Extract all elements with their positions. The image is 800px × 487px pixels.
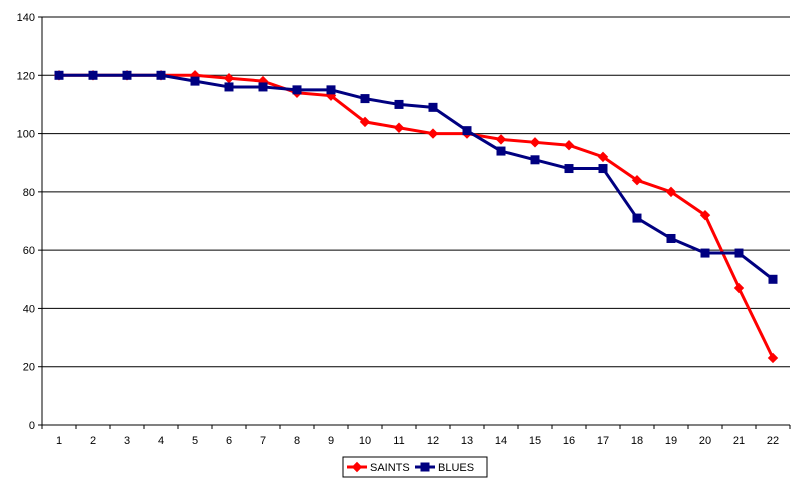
legend-marker (351, 461, 363, 473)
x-tick-label: 14 (495, 435, 507, 447)
series-saints (53, 70, 779, 364)
x-tick-label: 21 (733, 435, 745, 447)
data-point-blues (394, 99, 404, 109)
data-point-blues (224, 82, 234, 92)
x-tick-label: 9 (328, 435, 334, 447)
data-point-blues (768, 274, 778, 284)
data-point-blues (700, 248, 710, 258)
axes (38, 16, 791, 429)
data-point-blues (666, 233, 676, 243)
data-point-blues (428, 102, 438, 112)
y-tick-label: 20 (23, 362, 35, 374)
x-tick-label: 16 (563, 435, 575, 447)
legend-label: SAINTS (370, 462, 410, 474)
data-point-blues (734, 248, 744, 258)
x-tick-label: 18 (631, 435, 643, 447)
x-tick-label: 15 (529, 435, 541, 447)
series-line-saints (59, 73, 775, 359)
legend: SAINTS BLUES (342, 456, 488, 478)
y-tick-label: 40 (23, 303, 35, 315)
x-tick-label: 4 (158, 435, 164, 447)
data-point-blues (564, 164, 574, 174)
data-point-saints (767, 352, 779, 364)
data-point-blues (326, 85, 336, 95)
x-tick-label: 8 (294, 435, 300, 447)
data-point-blues (292, 85, 302, 95)
series-blues (54, 70, 778, 284)
data-point-saints (529, 137, 541, 148)
data-point-blues (598, 164, 608, 174)
data-point-saints (699, 209, 711, 221)
x-tick-label: 1 (56, 435, 62, 447)
x-tick-label: 3 (124, 435, 130, 447)
x-tick-label: 13 (461, 435, 473, 447)
data-point-saints (563, 140, 575, 151)
legend-marker (420, 462, 430, 472)
y-tick-labels: 0 20 40 60 80 100 120 140 (17, 12, 35, 432)
x-tick-label: 20 (699, 435, 711, 447)
legend-entry-blues: BLUES (415, 462, 474, 474)
data-point-saints (427, 128, 439, 139)
x-tick-label: 7 (260, 435, 266, 447)
data-point-blues (462, 126, 472, 136)
data-point-saints (665, 186, 677, 198)
x-tick-label: 19 (665, 435, 677, 447)
x-tick-labels: 1 2 3 4 5 6 7 8 9 10 11 12 13 14 15 16 17 18 19 20 21 22 (56, 435, 779, 447)
data-point-saints (733, 282, 745, 294)
data-point-blues (258, 82, 268, 92)
data-point-blues (530, 155, 540, 165)
legend-label: BLUES (438, 462, 474, 474)
data-point-blues (190, 76, 200, 86)
data-point-saints (359, 116, 371, 128)
data-point-blues (360, 94, 370, 104)
y-tick-label: 100 (17, 129, 35, 141)
series-lines (53, 70, 779, 364)
y-tick-label: 80 (23, 187, 35, 199)
legend-entry-saints: SAINTS (347, 461, 410, 474)
y-tick-label: 0 (29, 420, 35, 432)
data-point-blues (54, 70, 64, 80)
x-tick-label: 11 (393, 435, 404, 447)
data-point-saints (631, 174, 643, 186)
y-tick-label: 140 (17, 12, 35, 24)
x-tick-label: 2 (90, 435, 96, 447)
y-tick-label: 120 (17, 70, 35, 82)
data-point-saints (597, 151, 609, 163)
data-point-blues (88, 70, 98, 80)
data-point-blues (122, 70, 132, 80)
data-point-blues (496, 146, 506, 156)
x-tick-label: 10 (359, 435, 371, 447)
x-tick-label: 5 (192, 435, 198, 447)
data-point-blues (156, 70, 166, 80)
x-tick-label: 12 (427, 435, 439, 447)
data-point-blues (632, 213, 642, 223)
data-point-saints (495, 134, 507, 145)
y-tick-label: 60 (23, 245, 35, 257)
x-tick-label: 22 (767, 435, 779, 447)
series-line-blues (59, 73, 774, 281)
gridlines (42, 16, 790, 368)
data-point-saints (393, 122, 405, 133)
x-tick-label: 6 (226, 435, 232, 447)
x-tick-label: 17 (597, 435, 609, 447)
